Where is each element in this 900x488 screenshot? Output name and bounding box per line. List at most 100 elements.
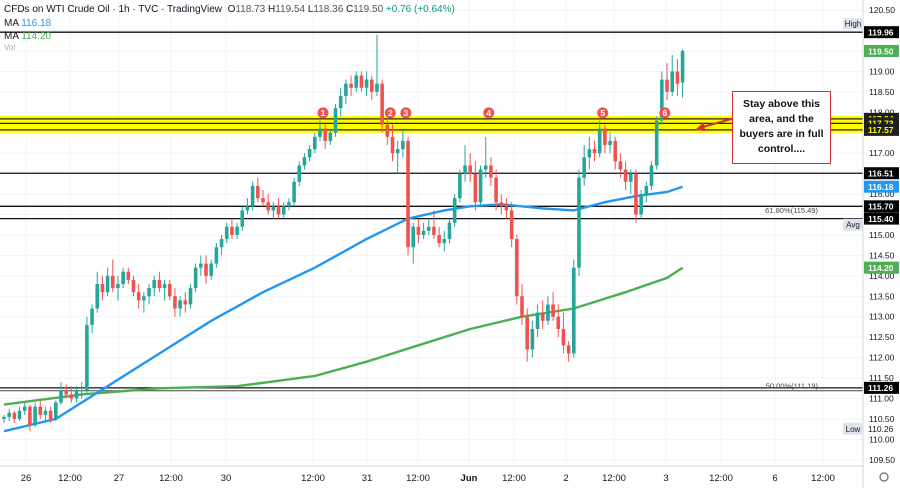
candle-body[interactable]: [131, 279, 136, 293]
candle-body[interactable]: [546, 304, 550, 321]
candle-body[interactable]: [665, 79, 669, 92]
candle-body[interactable]: [401, 140, 405, 150]
candle-body[interactable]: [349, 83, 353, 88]
candle-body[interactable]: [670, 71, 675, 92]
candle-body[interactable]: [551, 304, 555, 317]
candle-body[interactable]: [121, 271, 125, 285]
candle-body[interactable]: [660, 79, 664, 121]
candle-body[interactable]: [256, 185, 260, 199]
candle-body[interactable]: [59, 390, 63, 403]
candle-body[interactable]: [276, 206, 281, 215]
candle-body[interactable]: [250, 185, 255, 207]
candle-body[interactable]: [90, 308, 94, 325]
candle-body[interactable]: [504, 206, 509, 211]
symbol-title[interactable]: CFDs on WTI Crude Oil · 1h · TVC · Tradi…: [4, 4, 223, 15]
candle-body[interactable]: [297, 165, 302, 182]
candle-body[interactable]: [100, 284, 105, 293]
volume-legend[interactable]: Vol: [4, 43, 15, 52]
candle-body[interactable]: [219, 239, 224, 248]
candle-body[interactable]: [416, 226, 421, 235]
candle-body[interactable]: [183, 300, 188, 305]
candle-body[interactable]: [147, 288, 151, 297]
candle-body[interactable]: [380, 83, 384, 125]
candle-body[interactable]: [478, 169, 483, 203]
candle-body[interactable]: [587, 149, 592, 158]
candle-body[interactable]: [654, 120, 659, 166]
candle-body[interactable]: [561, 328, 566, 346]
candle-body[interactable]: [411, 226, 416, 248]
candle-body[interactable]: [649, 165, 654, 186]
candle-body[interactable]: [618, 161, 623, 170]
candle-body[interactable]: [483, 165, 488, 170]
candle-body[interactable]: [385, 124, 390, 137]
candle-body[interactable]: [261, 198, 265, 203]
candle-body[interactable]: [680, 50, 685, 83]
candle-body[interactable]: [437, 234, 441, 244]
candle-body[interactable]: [597, 128, 602, 154]
candle-body[interactable]: [245, 206, 250, 211]
candle-body[interactable]: [292, 181, 296, 203]
candle-body[interactable]: [193, 267, 198, 289]
candle-body[interactable]: [535, 312, 540, 329]
candle-body[interactable]: [582, 157, 586, 178]
candle-body[interactable]: [43, 410, 48, 415]
candle-body[interactable]: [520, 296, 524, 317]
candle-body[interactable]: [644, 185, 649, 195]
candle-body[interactable]: [136, 292, 141, 301]
candle-body[interactable]: [489, 165, 493, 178]
candle-body[interactable]: [105, 275, 110, 293]
candle-body[interactable]: [173, 296, 177, 309]
candle-body[interactable]: [572, 267, 576, 354]
candle-body[interactable]: [323, 128, 327, 141]
candle-body[interactable]: [162, 284, 167, 289]
candle-body[interactable]: [468, 165, 472, 174]
candle-body[interactable]: [426, 226, 431, 231]
candle-body[interactable]: [577, 177, 581, 268]
candle-body[interactable]: [235, 226, 239, 235]
candle-body[interactable]: [406, 140, 410, 248]
candle-body[interactable]: [95, 284, 100, 309]
candle-body[interactable]: [375, 83, 379, 92]
candle-body[interactable]: [224, 226, 229, 240]
candle-body[interactable]: [499, 202, 504, 207]
ma1-legend[interactable]: MA 116.18: [4, 18, 51, 29]
candle-body[interactable]: [540, 312, 545, 321]
candle-body[interactable]: [639, 194, 643, 215]
candle-body[interactable]: [556, 316, 561, 329]
candle-body[interactable]: [38, 406, 43, 415]
candle-body[interactable]: [110, 275, 115, 289]
candle-body[interactable]: [266, 202, 270, 211]
candle-body[interactable]: [675, 71, 680, 84]
candle-body[interactable]: [613, 140, 618, 162]
candle-body[interactable]: [214, 247, 219, 264]
candle-body[interactable]: [364, 79, 369, 88]
candle-body[interactable]: [328, 132, 333, 141]
candle-body[interactable]: [344, 83, 348, 96]
candle-body[interactable]: [287, 202, 291, 207]
candle-body[interactable]: [152, 279, 157, 289]
ma200-line[interactable]: [3, 266, 684, 406]
candle-body[interactable]: [515, 239, 519, 297]
candle-body[interactable]: [302, 157, 307, 166]
candle-body[interactable]: [33, 406, 37, 426]
candle-body[interactable]: [142, 296, 146, 301]
candle-body[interactable]: [354, 75, 359, 88]
candle-body[interactable]: [281, 206, 286, 215]
candle-body[interactable]: [432, 226, 436, 235]
candle-body[interactable]: [566, 345, 571, 354]
candle-body[interactable]: [628, 173, 633, 182]
candle-body[interactable]: [458, 173, 462, 199]
candle-body[interactable]: [240, 210, 245, 227]
candle-body[interactable]: [307, 149, 312, 158]
candle-body[interactable]: [116, 284, 120, 289]
candle-body[interactable]: [395, 149, 400, 154]
candle-body[interactable]: [230, 226, 234, 235]
candle-body[interactable]: [390, 136, 395, 154]
candle-body[interactable]: [167, 284, 172, 297]
candle-body[interactable]: [48, 410, 53, 419]
candle-body[interactable]: [199, 263, 203, 268]
candle-body[interactable]: [188, 288, 193, 305]
candle-body[interactable]: [442, 239, 447, 244]
candle-body[interactable]: [178, 300, 182, 309]
